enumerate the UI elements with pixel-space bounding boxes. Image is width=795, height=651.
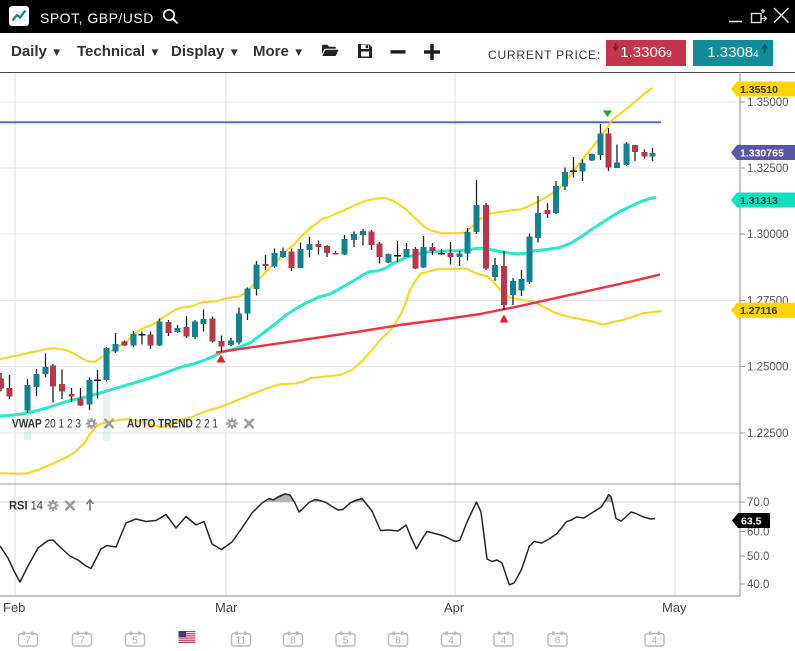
svg-text:4: 4: [652, 636, 658, 647]
svg-text:Mar: Mar: [215, 600, 238, 615]
svg-text:VWAP 20 1 2 3: VWAP 20 1 2 3: [12, 417, 81, 431]
svg-text:1.27116: 1.27116: [740, 305, 778, 317]
svg-text:Apr: Apr: [444, 600, 465, 615]
svg-text:4: 4: [501, 636, 507, 647]
svg-text:7: 7: [25, 636, 31, 647]
svg-text:50.0: 50.0: [747, 551, 769, 563]
svg-text:63.5: 63.5: [741, 516, 762, 528]
svg-text:40.0: 40.0: [747, 579, 769, 591]
svg-text:70.0: 70.0: [747, 497, 769, 509]
svg-text:1.330765: 1.330765: [740, 147, 784, 159]
svg-text:8: 8: [395, 636, 401, 647]
svg-text:1.25000: 1.25000: [747, 362, 789, 374]
svg-text:Feb: Feb: [3, 600, 25, 615]
svg-text:6: 6: [555, 636, 561, 647]
svg-text:5: 5: [132, 636, 138, 647]
svg-text:60.0: 60.0: [747, 527, 769, 539]
svg-text:11: 11: [236, 636, 247, 647]
svg-text:RSI 14: RSI 14: [9, 499, 43, 513]
svg-text:1.22500: 1.22500: [747, 428, 789, 440]
svg-text:1.35510: 1.35510: [740, 84, 778, 96]
svg-text:1.31313: 1.31313: [740, 195, 778, 207]
svg-text:5: 5: [343, 636, 349, 647]
svg-text:1.30000: 1.30000: [747, 229, 789, 241]
svg-text:May: May: [662, 600, 687, 615]
svg-text:1.35000: 1.35000: [747, 97, 789, 109]
svg-text:1.32500: 1.32500: [747, 163, 789, 175]
svg-text:7: 7: [79, 636, 85, 647]
svg-text:8: 8: [290, 636, 296, 647]
svg-text:AUTO TREND 2 2 1: AUTO TREND 2 2 1: [127, 417, 218, 431]
svg-text:4: 4: [448, 636, 454, 647]
